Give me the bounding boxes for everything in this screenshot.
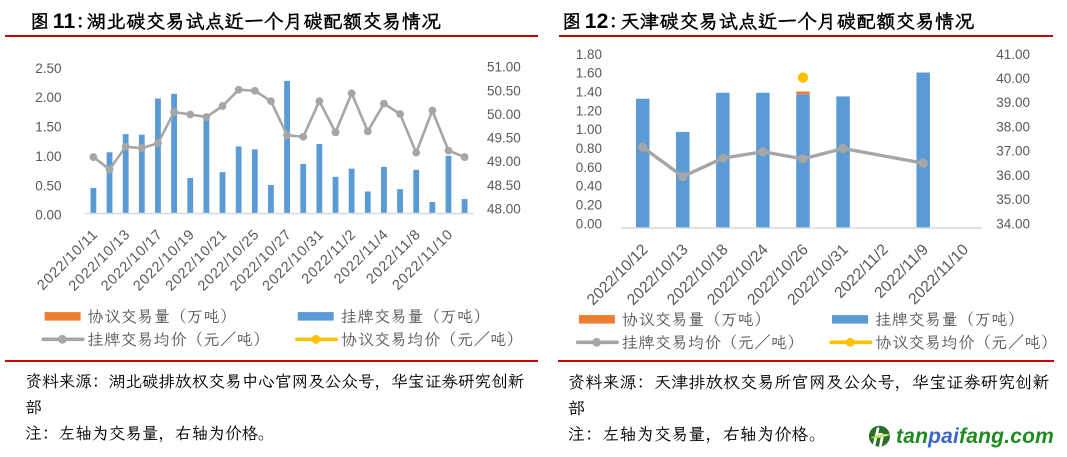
svg-text:1.40: 1.40 <box>576 85 602 100</box>
svg-text:0.50: 0.50 <box>35 178 61 193</box>
svg-text:50.00: 50.00 <box>487 107 521 122</box>
svg-text:0.60: 0.60 <box>576 160 602 175</box>
svg-text:50.50: 50.50 <box>487 83 521 98</box>
svg-text:36.00: 36.00 <box>996 168 1030 183</box>
svg-text:2.00: 2.00 <box>35 90 61 105</box>
svg-text:1.00: 1.00 <box>576 122 602 137</box>
svg-text:35.00: 35.00 <box>996 192 1030 207</box>
svg-text:0.40: 0.40 <box>576 179 602 194</box>
svg-text:34.00: 34.00 <box>996 216 1030 231</box>
svg-text:0.00: 0.00 <box>576 216 602 231</box>
svg-text:48.00: 48.00 <box>487 202 521 217</box>
svg-text:51.00: 51.00 <box>487 60 521 75</box>
svg-text:0.20: 0.20 <box>576 198 602 213</box>
svg-text:49.50: 49.50 <box>487 131 521 146</box>
svg-text:0.00: 0.00 <box>35 208 61 223</box>
svg-text:48.50: 48.50 <box>487 178 521 193</box>
svg-text:49.00: 49.00 <box>487 154 521 169</box>
svg-text:1.20: 1.20 <box>576 103 602 118</box>
svg-text:1.60: 1.60 <box>576 66 602 81</box>
svg-text:1.80: 1.80 <box>576 47 602 62</box>
svg-text:1.50: 1.50 <box>35 120 61 135</box>
svg-text:39.00: 39.00 <box>996 95 1030 110</box>
svg-text:41.00: 41.00 <box>996 47 1030 62</box>
svg-text:2.50: 2.50 <box>35 61 61 76</box>
svg-text:1.00: 1.00 <box>35 149 61 164</box>
svg-text:40.00: 40.00 <box>996 71 1030 86</box>
svg-text:37.00: 37.00 <box>996 144 1030 159</box>
svg-text:38.00: 38.00 <box>996 120 1030 135</box>
svg-text:0.80: 0.80 <box>576 141 602 156</box>
